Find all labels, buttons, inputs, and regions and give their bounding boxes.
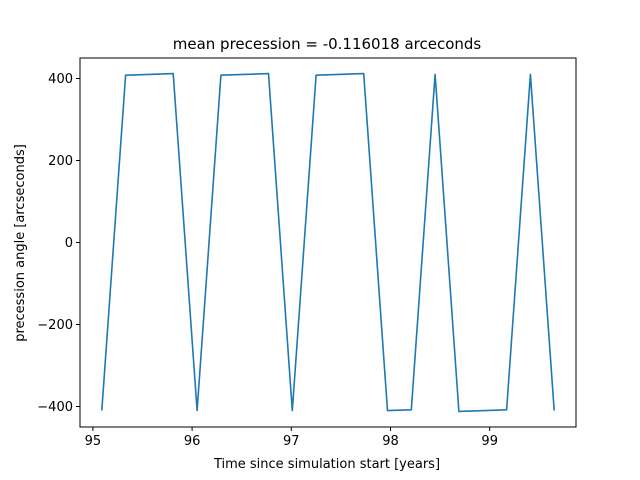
- chart-title: mean precession = -0.116018 arceconds: [173, 35, 482, 53]
- y-tick-label: 200: [48, 154, 73, 169]
- x-tick-label: 95: [85, 434, 102, 449]
- series-line-0: [101, 72, 555, 413]
- x-axis-ticks: 95 96 97 98 99: [85, 427, 498, 449]
- data-point: [268, 73, 270, 75]
- data-point: [411, 409, 413, 411]
- data-point: [434, 74, 436, 76]
- data-point: [553, 410, 555, 412]
- x-tick-label: 99: [481, 434, 498, 449]
- data-point: [530, 74, 532, 76]
- data-point: [172, 73, 174, 75]
- data-point: [315, 74, 317, 76]
- data-point: [291, 410, 293, 412]
- y-tick-label: −400: [37, 400, 73, 415]
- y-axis-label: precession angle [arcseconds]: [13, 144, 28, 342]
- x-tick-label: 98: [382, 434, 399, 449]
- x-tick-label: 97: [283, 434, 300, 449]
- data-point: [458, 411, 460, 413]
- x-tick-label: 96: [184, 434, 201, 449]
- y-tick-label: 400: [48, 72, 73, 87]
- y-axis-ticks: −400 −200 0 200 400: [37, 72, 80, 415]
- x-axis-label: Time since simulation start [years]: [213, 457, 440, 472]
- data-point: [196, 410, 198, 412]
- y-tick-label: 0: [65, 236, 73, 251]
- y-tick-label: −200: [37, 318, 73, 333]
- data-point: [101, 410, 103, 412]
- data-point: [220, 74, 222, 76]
- data-point: [363, 73, 365, 75]
- data-point: [506, 409, 508, 411]
- data-point: [125, 74, 127, 76]
- data-point: [387, 410, 389, 412]
